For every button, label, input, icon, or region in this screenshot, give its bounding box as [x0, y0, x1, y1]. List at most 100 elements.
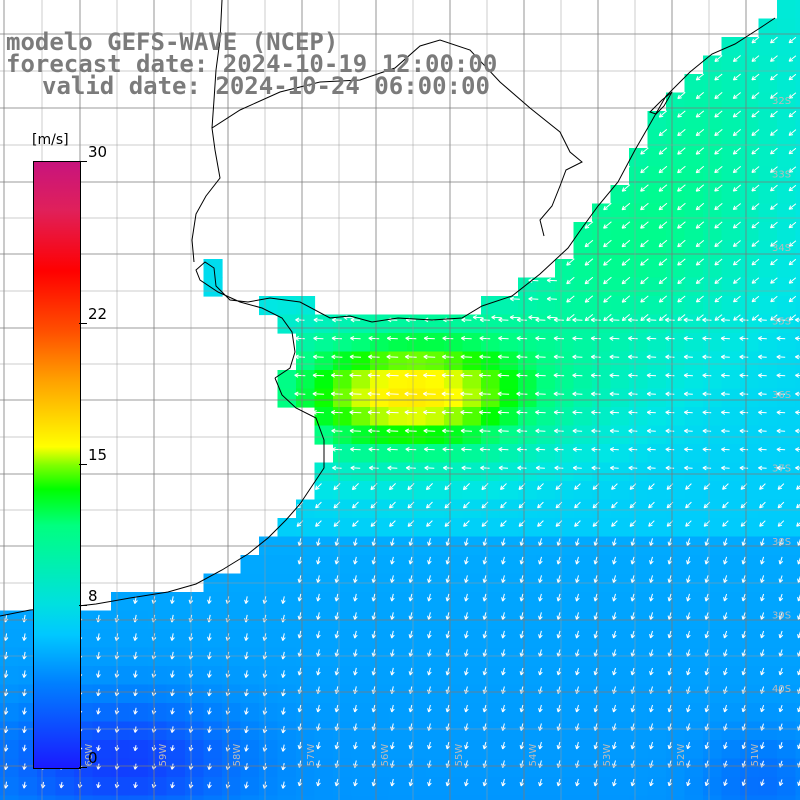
speed-cell [703, 277, 723, 297]
wind-arrow [648, 501, 655, 509]
speed-cell [666, 388, 686, 408]
longitude-label: 54W [528, 744, 539, 767]
wind-arrow [695, 295, 704, 303]
speed-cell [795, 703, 800, 723]
wind-arrow [445, 630, 451, 639]
speed-cell [277, 721, 297, 741]
wind-arrow [621, 258, 631, 266]
wind-arrow [732, 258, 741, 266]
speed-cell [740, 684, 760, 704]
speed-cell [777, 92, 797, 112]
wind-arrow [770, 277, 778, 284]
speed-cell [518, 333, 538, 353]
speed-cell [203, 777, 223, 797]
wind-arrow [538, 630, 543, 639]
speed-cell [499, 684, 519, 704]
speed-cell [222, 629, 242, 649]
speed-cell [740, 795, 760, 800]
wind-arrow [482, 741, 488, 750]
speed-cell [462, 740, 482, 760]
wind-arrow [519, 630, 525, 639]
speed-cell [296, 647, 316, 667]
wind-arrow [460, 354, 473, 360]
wind-arrow [574, 520, 581, 527]
speed-cell [129, 666, 149, 686]
speed-cell [166, 703, 186, 723]
speed-cell [148, 758, 168, 778]
wind-arrow [695, 277, 705, 284]
speed-cell [481, 388, 501, 408]
speed-cell [740, 370, 760, 390]
speed-cell [666, 148, 686, 168]
wind-arrow [760, 779, 765, 786]
speed-cell [185, 703, 205, 723]
wind-arrow [575, 630, 580, 639]
speed-cell [388, 462, 408, 482]
speed-cell [573, 758, 593, 778]
wind-arrow [603, 239, 612, 248]
speed-cell [277, 296, 297, 316]
speed-cell [629, 592, 649, 612]
wind-arrow [461, 447, 472, 452]
speed-cell [536, 647, 556, 667]
speed-cell [647, 647, 667, 667]
speed-cell [647, 777, 667, 797]
wind-arrow [760, 742, 765, 750]
longitude-label: 57W [306, 744, 317, 767]
speed-cell [444, 462, 464, 482]
speed-cell [703, 259, 723, 279]
speed-cell [203, 647, 223, 667]
speed-cell [296, 629, 316, 649]
speed-cell [721, 407, 741, 427]
speed-cell [259, 647, 279, 667]
speed-cell [610, 333, 630, 353]
speed-cell [425, 647, 445, 667]
speed-cell [610, 518, 630, 538]
speed-cell [555, 758, 575, 778]
wind-arrow [704, 704, 710, 713]
speed-cell [647, 592, 667, 612]
wind-arrow [281, 781, 286, 789]
speed-cell [277, 370, 297, 390]
wind-arrow [683, 391, 693, 397]
speed-cell [277, 684, 297, 704]
speed-cell [499, 444, 519, 464]
wind-arrow [770, 36, 778, 44]
wind-arrow [516, 410, 528, 415]
speed-cell [388, 333, 408, 353]
wind-arrow [686, 741, 691, 750]
speed-cell [721, 185, 741, 205]
speed-cell [629, 795, 649, 800]
speed-cell [388, 407, 408, 427]
speed-cell [647, 629, 667, 649]
speed-cell [647, 148, 667, 168]
wind-arrow [281, 596, 286, 604]
speed-cell [740, 740, 760, 760]
speed-cell [795, 222, 800, 242]
speed-cell [740, 222, 760, 242]
wind-arrow [408, 556, 414, 565]
speed-cell [795, 388, 800, 408]
wind-arrow [445, 667, 451, 676]
wind-arrow [702, 317, 712, 323]
speed-cell [555, 462, 575, 482]
speed-cell [240, 721, 260, 741]
wind-arrow [591, 391, 601, 397]
speed-cell [370, 425, 390, 445]
wind-arrow [313, 317, 324, 323]
wind-arrow [566, 295, 575, 303]
speed-cell [536, 721, 556, 741]
speed-cell [333, 629, 353, 649]
wind-arrow [649, 538, 654, 546]
wind-arrow [776, 465, 786, 471]
speed-cell [666, 129, 686, 149]
speed-cell [370, 314, 390, 334]
wind-arrow [537, 520, 544, 527]
wind-arrow [528, 315, 539, 320]
speed-cell [425, 388, 445, 408]
speed-cell [407, 684, 427, 704]
speed-cell [333, 370, 353, 390]
speed-cell [795, 407, 800, 427]
wind-arrow [553, 336, 565, 341]
wind-arrow [464, 575, 469, 583]
